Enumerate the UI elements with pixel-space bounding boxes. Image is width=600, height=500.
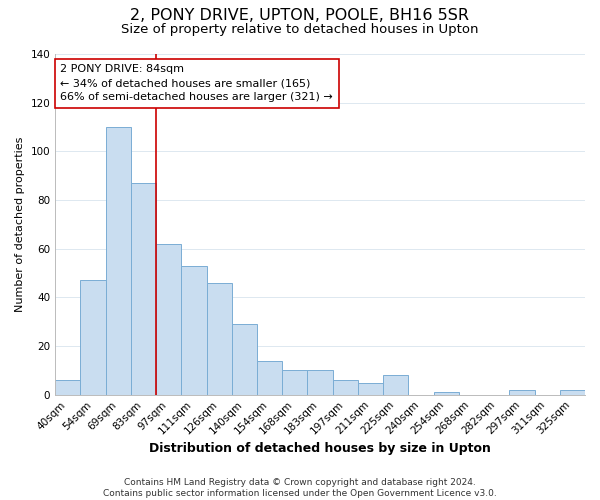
Text: Contains HM Land Registry data © Crown copyright and database right 2024.
Contai: Contains HM Land Registry data © Crown c… bbox=[103, 478, 497, 498]
Bar bbox=[332, 380, 358, 394]
Bar bbox=[257, 360, 282, 394]
Bar bbox=[80, 280, 106, 394]
Bar bbox=[206, 283, 232, 395]
Bar bbox=[106, 127, 131, 394]
Bar bbox=[383, 376, 409, 394]
Bar bbox=[358, 382, 383, 394]
X-axis label: Distribution of detached houses by size in Upton: Distribution of detached houses by size … bbox=[149, 442, 491, 455]
Bar bbox=[307, 370, 332, 394]
Bar bbox=[55, 380, 80, 394]
Bar bbox=[509, 390, 535, 394]
Bar bbox=[131, 183, 156, 394]
Text: 2, PONY DRIVE, UPTON, POOLE, BH16 5SR: 2, PONY DRIVE, UPTON, POOLE, BH16 5SR bbox=[131, 8, 470, 22]
Bar bbox=[560, 390, 585, 394]
Text: 2 PONY DRIVE: 84sqm
← 34% of detached houses are smaller (165)
66% of semi-detac: 2 PONY DRIVE: 84sqm ← 34% of detached ho… bbox=[61, 64, 333, 102]
Text: Size of property relative to detached houses in Upton: Size of property relative to detached ho… bbox=[121, 22, 479, 36]
Y-axis label: Number of detached properties: Number of detached properties bbox=[15, 136, 25, 312]
Bar bbox=[282, 370, 307, 394]
Bar bbox=[156, 244, 181, 394]
Bar bbox=[232, 324, 257, 394]
Bar bbox=[181, 266, 206, 394]
Bar bbox=[434, 392, 459, 394]
